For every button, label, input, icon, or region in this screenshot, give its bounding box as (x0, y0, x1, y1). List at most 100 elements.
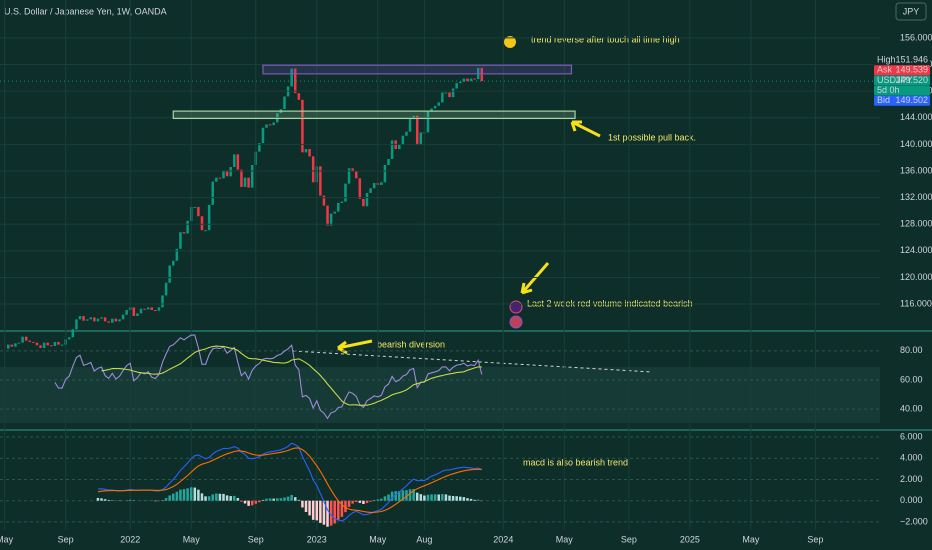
candle (218, 177, 222, 179)
macd-histogram-bar (383, 496, 387, 501)
signal-line (97, 447, 482, 513)
price-label-bg (874, 85, 930, 96)
candle (448, 92, 451, 98)
candle (272, 122, 275, 126)
y-tick-label: 132.000 (900, 192, 932, 202)
macd-histogram-bar (473, 499, 476, 501)
macd-histogram-bar (308, 500, 311, 516)
macd-histogram-bar (437, 494, 440, 501)
candle (444, 92, 448, 94)
macd-histogram-bar (103, 499, 107, 501)
macd-histogram-bar (283, 497, 286, 501)
candle (293, 68, 297, 94)
price-label-value: 149.539 (895, 65, 928, 75)
candle (261, 127, 265, 144)
rsi-ma-line (101, 345, 482, 406)
macd-histogram-bar (200, 493, 204, 501)
macd-histogram-bar (107, 500, 110, 501)
candle (469, 78, 473, 82)
price-label-value: 149.520 (895, 75, 928, 85)
candle (258, 143, 261, 152)
candle (451, 88, 455, 98)
candle (186, 220, 189, 234)
candle (114, 318, 118, 322)
macd-histogram-bar (337, 500, 340, 521)
x-tick-label: Aug (416, 534, 432, 544)
macd-histogram-bar (189, 487, 193, 501)
candle (146, 307, 150, 310)
candle (383, 165, 387, 183)
candle (164, 282, 168, 296)
macd-histogram-bar (354, 500, 358, 502)
candle (222, 170, 225, 179)
macd-histogram-bar (304, 500, 308, 513)
main-pane (6, 67, 484, 349)
macd-histogram-bar (233, 495, 236, 501)
macd-histogram-bar (362, 500, 365, 505)
macd-histogram-bar (380, 498, 383, 501)
rsi-line (54, 334, 483, 420)
candle (365, 192, 369, 207)
candle (362, 198, 365, 207)
macd-histogram-bar (358, 500, 362, 503)
candle (283, 96, 286, 110)
x-tick-label: Sep (248, 534, 264, 544)
macd-histogram-bar (344, 500, 347, 513)
x-tick-label: May (183, 534, 201, 544)
candle (236, 154, 240, 170)
candle (118, 319, 121, 322)
macd-histogram-bar (168, 495, 171, 501)
macd-histogram-bar (419, 494, 423, 501)
x-tick-label: May (742, 534, 760, 544)
x-tick-label: Sep (58, 534, 74, 544)
candle (96, 318, 100, 322)
candle (433, 105, 437, 109)
candle (326, 205, 329, 226)
macd-histogram-bar (279, 498, 283, 501)
macd-histogram-bar (265, 498, 268, 501)
candle (197, 206, 200, 217)
y-tick-label: 136.000 (900, 165, 932, 175)
macd-histogram-bar (430, 494, 433, 501)
macd-histogram-bar (207, 496, 211, 501)
candle (28, 340, 32, 342)
y-tick-label: 144.000 (900, 112, 932, 122)
macd-histogram-bar (268, 498, 272, 501)
macd-histogram-bar (261, 499, 265, 501)
candle (297, 93, 301, 100)
annotation: Last 2 week red volume indicated bearish (527, 298, 693, 308)
macd-histogram-bar (100, 498, 103, 501)
candle (250, 165, 254, 188)
price-label-name: 5d 0h (877, 85, 900, 95)
candle (107, 321, 110, 323)
macd-histogram-bar (376, 499, 380, 501)
macd-histogram-bar (340, 500, 344, 517)
candle (93, 317, 96, 322)
macd-histogram-bar (398, 490, 401, 501)
candle (268, 124, 272, 126)
candle (157, 307, 161, 311)
macd-histogram-bar (401, 490, 405, 501)
macd-histogram-bar (365, 500, 369, 504)
candle (100, 317, 103, 319)
macd-histogram-bar (204, 496, 207, 501)
candle (211, 181, 214, 205)
candle (462, 78, 466, 82)
candle (301, 99, 304, 153)
macd-histogram-bar (276, 498, 279, 501)
y-tick-label: 0.000 (900, 495, 923, 505)
macd-histogram-bar (247, 500, 250, 506)
macd-histogram-bar (175, 491, 179, 501)
currency[interactable]: JPY (903, 6, 920, 16)
macd-histogram-bar (322, 500, 326, 525)
candle (46, 342, 49, 346)
currency-button[interactable] (895, 2, 927, 21)
macd-histogram-bar (293, 497, 297, 501)
macd-histogram-bar (390, 491, 394, 501)
price-label-name: High (877, 54, 896, 64)
candle (369, 188, 372, 193)
y-tick-label: 6.000 (900, 431, 923, 441)
candle (42, 342, 46, 348)
candle (344, 183, 347, 202)
